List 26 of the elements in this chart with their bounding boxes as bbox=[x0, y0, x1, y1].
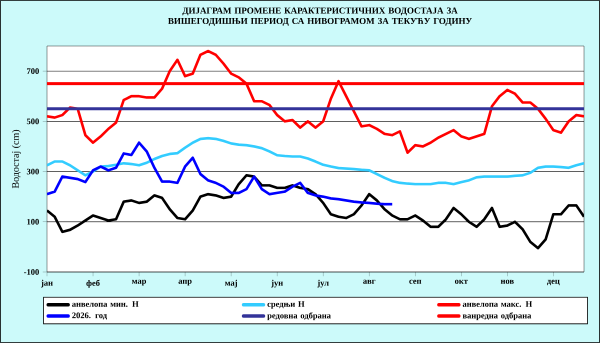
x-tick-label: јун bbox=[271, 280, 283, 288]
y-tick-label: -100 bbox=[24, 269, 39, 275]
chart-title: ДИЈАГРАМ ПРОМЕНЕ КАРАКТЕРИСТИЧНИХ ВОДОСТАЈА ЗА ВИШЕГОДИШЊИ ПЕРИОД СА НИВОГРАМОМ ЗА ТЕКУЋУ ГОДИНУ bbox=[168, 8, 472, 26]
legend-label: анвелопа мин. H bbox=[72, 301, 139, 307]
legend-label: редовна одбрана bbox=[267, 312, 331, 320]
y-axis-title: Водостај (cm) bbox=[12, 130, 21, 188]
x-tick-label: сеп bbox=[409, 280, 422, 284]
legend-label: анвелопа макс. H bbox=[462, 301, 532, 307]
x-tick-label: окт bbox=[454, 280, 468, 284]
legend-label: 2026. год bbox=[72, 312, 107, 320]
x-tick-label: авг bbox=[363, 280, 376, 284]
x-tick-label: јан bbox=[40, 280, 53, 288]
x-tick-label: нов bbox=[500, 280, 514, 284]
x-tick-label: јул bbox=[317, 280, 329, 288]
y-tick-label: 300 bbox=[26, 168, 39, 174]
y-tick-label: 700 bbox=[27, 68, 39, 74]
legend-label: ванредна одбрана bbox=[462, 312, 532, 320]
x-tick-label: феб bbox=[86, 280, 100, 288]
y-tick-label: 500 bbox=[26, 118, 39, 124]
x-tick-label: мај bbox=[224, 280, 237, 288]
x-tick-label: мар bbox=[132, 280, 146, 286]
legend-label: средњи H bbox=[267, 301, 304, 309]
x-tick-label: апр bbox=[178, 280, 192, 286]
line-series bbox=[47, 141, 394, 206]
x-tick-label: дец bbox=[546, 280, 560, 286]
y-tick-label: 100 bbox=[27, 218, 39, 225]
